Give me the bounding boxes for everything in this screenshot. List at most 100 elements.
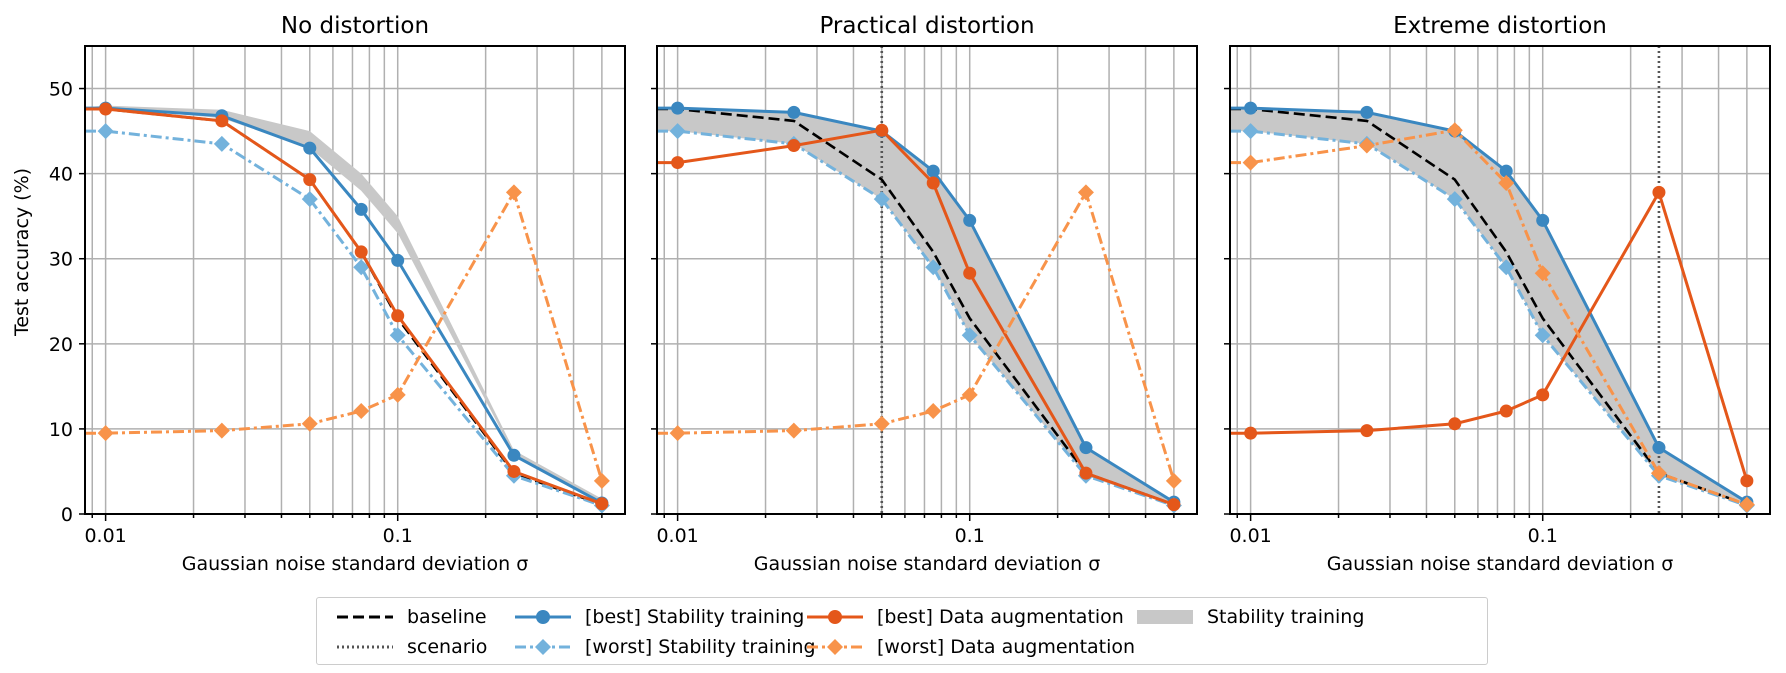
data-point bbox=[1652, 441, 1666, 455]
panel-title: Extreme distortion bbox=[1393, 13, 1607, 39]
data-point bbox=[1652, 185, 1666, 199]
data-point bbox=[99, 102, 113, 116]
legend-item-stab-best: [best] Stability training bbox=[513, 604, 804, 630]
data-point bbox=[925, 259, 942, 276]
series-line bbox=[1230, 129, 1748, 507]
data-point bbox=[875, 123, 889, 137]
legend-item-aug-worst: [worst] Data augmentation bbox=[805, 634, 1135, 660]
x-tick-label: 0.1 bbox=[1528, 525, 1558, 547]
data-point bbox=[1498, 259, 1515, 276]
data-point bbox=[1079, 441, 1093, 455]
y-tick-label: 40 bbox=[49, 164, 73, 186]
stability-band bbox=[1230, 108, 1747, 506]
series-worst-stability-training bbox=[85, 123, 610, 514]
y-axis-label: Test accuracy (%) bbox=[11, 168, 33, 337]
panel-3: 0.01 0.1 Gaussian noise standard deviation… bbox=[1224, 13, 1771, 575]
series-line bbox=[85, 106, 603, 505]
legend-label-stab-worst: [worst] Stability training bbox=[585, 636, 816, 658]
series-line bbox=[657, 107, 1175, 506]
x-axis-label: Gaussian noise standard deviation σ bbox=[754, 553, 1101, 575]
series-line bbox=[657, 106, 1175, 504]
x-axis-label: Gaussian noise standard deviation σ bbox=[1327, 553, 1674, 575]
data-point bbox=[1077, 184, 1094, 201]
data-point bbox=[873, 415, 890, 432]
data-point bbox=[1360, 424, 1374, 438]
data-point bbox=[97, 123, 114, 140]
series-line bbox=[85, 190, 604, 482]
legend-swatch-aug-worst bbox=[807, 639, 863, 655]
data-point bbox=[1244, 101, 1258, 115]
legend-label-scenario: scenario bbox=[407, 636, 488, 658]
panel-1: 0 10 20 30 40 50 0.01 0.1 Gaussian noise standar… bbox=[49, 13, 626, 575]
data-point bbox=[671, 101, 685, 115]
series-baseline bbox=[657, 107, 1175, 506]
series-worst-data-augmentation bbox=[1230, 122, 1755, 513]
data-point bbox=[1499, 404, 1513, 418]
legend: baseline scenario [best] Stability train… bbox=[316, 597, 1488, 665]
axes-frame bbox=[656, 45, 1198, 515]
legend-item-baseline: baseline bbox=[335, 604, 487, 630]
x-tick-label: 0.01 bbox=[84, 525, 126, 547]
data-point bbox=[505, 184, 522, 201]
data-point bbox=[303, 173, 317, 187]
series-best-data-augmentation bbox=[657, 123, 1181, 512]
data-point bbox=[1536, 388, 1550, 402]
data-point bbox=[215, 114, 229, 128]
data-point bbox=[961, 327, 978, 344]
data-point bbox=[671, 156, 685, 170]
data-point bbox=[1446, 122, 1463, 139]
series-line bbox=[657, 128, 1175, 507]
legend-item-stab-worst: [worst] Stability training bbox=[513, 634, 816, 660]
data-point bbox=[669, 425, 686, 442]
data-point bbox=[1498, 174, 1515, 191]
data-point bbox=[926, 164, 940, 178]
panel-2: 0.01 0.1 Gaussian noise standard deviation… bbox=[651, 13, 1198, 575]
data-point bbox=[1242, 123, 1259, 140]
data-point bbox=[391, 253, 405, 267]
series-line bbox=[85, 129, 603, 507]
data-point bbox=[787, 105, 801, 119]
data-point bbox=[1360, 105, 1374, 119]
data-point bbox=[213, 422, 230, 439]
series-baseline bbox=[1230, 107, 1748, 506]
data-point bbox=[925, 403, 942, 420]
data-point bbox=[1536, 213, 1550, 227]
grid bbox=[1230, 46, 1770, 515]
series-line bbox=[1230, 106, 1748, 504]
data-point bbox=[1738, 496, 1755, 513]
data-point bbox=[389, 327, 406, 344]
legend-label-baseline: baseline bbox=[407, 606, 487, 628]
y-tick-label: 50 bbox=[49, 79, 73, 101]
data-point bbox=[963, 266, 977, 280]
x-tick-label: 0.1 bbox=[955, 525, 985, 547]
legend-label-band: Stability training bbox=[1207, 606, 1365, 628]
axes-frame bbox=[1229, 45, 1771, 515]
series-worst-data-augmentation bbox=[85, 184, 610, 489]
legend-swatch-baseline bbox=[337, 615, 393, 619]
stability-band bbox=[85, 105, 602, 502]
legend-item-aug-best: [best] Data augmentation bbox=[805, 604, 1124, 630]
legend-swatch-scenario bbox=[337, 645, 393, 649]
data-point bbox=[1165, 472, 1182, 489]
data-point bbox=[301, 191, 318, 208]
data-point bbox=[354, 202, 368, 216]
series-line bbox=[1230, 190, 1749, 482]
data-point bbox=[507, 464, 521, 478]
legend-label-aug-worst: [worst] Data augmentation bbox=[877, 636, 1136, 658]
data-point bbox=[301, 415, 318, 432]
series-best-stability-training bbox=[657, 101, 1181, 509]
data-point bbox=[507, 448, 521, 462]
data-point bbox=[1499, 164, 1513, 178]
data-point bbox=[389, 386, 406, 403]
data-point bbox=[787, 139, 801, 153]
data-point bbox=[1079, 466, 1093, 480]
y-tick-label: 0 bbox=[61, 504, 73, 526]
data-point bbox=[354, 245, 368, 259]
data-point bbox=[97, 425, 114, 442]
data-point bbox=[353, 259, 370, 276]
data-point bbox=[1740, 474, 1754, 488]
x-tick-label: 0.01 bbox=[656, 525, 698, 547]
series-best-data-augmentation bbox=[1230, 185, 1754, 488]
data-point bbox=[391, 309, 405, 323]
